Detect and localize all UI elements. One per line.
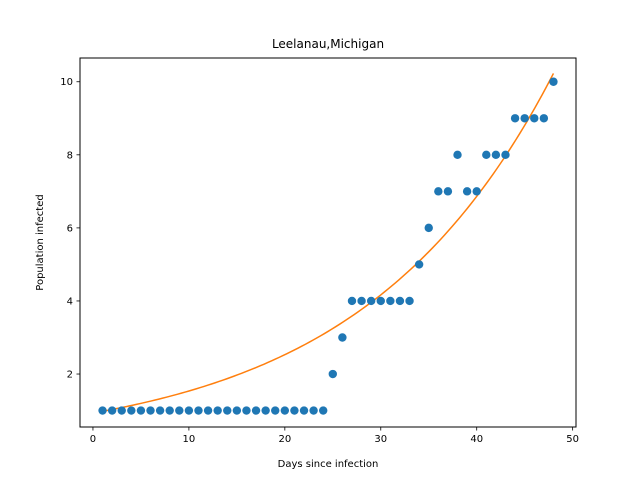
data-point (395, 296, 405, 306)
x-tick-label: 0 (90, 434, 96, 445)
y-tick-label: 6 (67, 223, 73, 234)
data-point (127, 406, 136, 415)
data-point (223, 406, 232, 415)
x-tick-label: 50 (566, 434, 579, 445)
data-point (98, 406, 107, 415)
data-point (232, 406, 242, 415)
data-point (357, 296, 366, 306)
data-point (290, 406, 299, 415)
data-point (299, 406, 309, 415)
y-tick-label: 2 (67, 370, 73, 381)
data-point (194, 406, 203, 415)
x-axis-label: Days since infection (278, 459, 379, 470)
data-point (338, 333, 347, 342)
data-point (271, 406, 280, 415)
data-point (328, 369, 337, 379)
data-point (549, 77, 558, 86)
data-point (501, 150, 510, 160)
data-point (347, 296, 357, 306)
y-tick-label: 10 (60, 77, 73, 88)
data-point (482, 150, 491, 160)
data-point (165, 406, 174, 415)
data-point (175, 406, 184, 415)
x-tick-label: 30 (374, 434, 387, 445)
axes-frame (79, 57, 577, 428)
data-point (107, 406, 117, 415)
data-point (386, 296, 395, 306)
y-axis-label: Population infected (35, 194, 46, 290)
data-point (366, 296, 376, 306)
data-point (491, 150, 501, 160)
x-tick-label: 10 (183, 434, 196, 445)
y-axis: 2 4 6 8 10 (60, 77, 80, 381)
data-point (242, 406, 251, 415)
data-point (251, 406, 261, 415)
data-point (261, 406, 270, 415)
data-point (146, 406, 155, 415)
data-point (539, 114, 549, 123)
y-tick-label: 8 (67, 150, 73, 161)
data-point (155, 406, 165, 415)
data-point (136, 406, 146, 415)
x-tick-label: 40 (470, 434, 483, 445)
data-point (443, 187, 453, 196)
data-point (280, 406, 290, 415)
x-tick-label: 20 (278, 434, 291, 445)
data-point (405, 296, 414, 306)
data-point (530, 114, 539, 123)
data-point (520, 114, 529, 123)
plot-area (98, 73, 558, 415)
data-point (376, 296, 385, 306)
data-point (319, 406, 328, 415)
data-point (213, 406, 222, 415)
chart-title: Leelanau,Michigan (272, 37, 384, 51)
data-point (472, 187, 481, 196)
data-point (309, 406, 318, 415)
data-point (184, 406, 194, 415)
data-point (424, 223, 433, 233)
x-axis: 0 10 20 30 40 50 (90, 427, 579, 445)
data-point (510, 114, 520, 123)
y-tick-label: 4 (67, 296, 73, 307)
data-point (117, 406, 126, 415)
data-point (453, 150, 462, 160)
data-point (462, 187, 472, 196)
data-point (414, 260, 424, 269)
data-point (434, 187, 443, 196)
data-point (203, 406, 213, 415)
